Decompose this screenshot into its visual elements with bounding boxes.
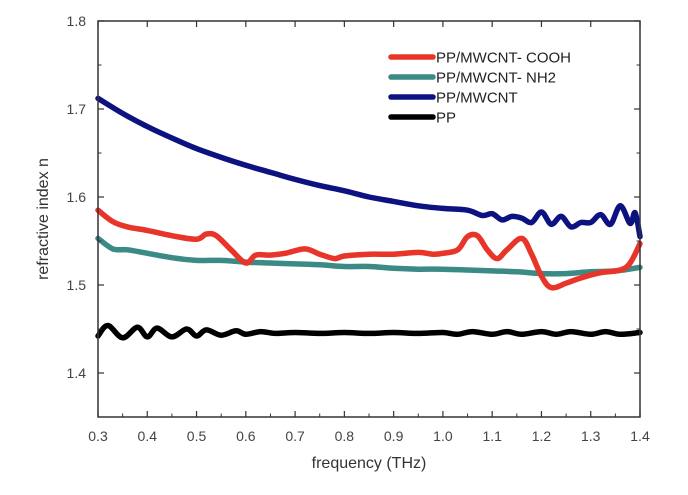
series-line-pp bbox=[95, 322, 643, 341]
x-tick-label: 0.4 bbox=[138, 428, 158, 444]
y-tick-label: 1.8 bbox=[67, 13, 87, 29]
x-tick-label: 1.2 bbox=[532, 428, 552, 444]
series-layer bbox=[95, 95, 643, 341]
x-tick-label: 0.7 bbox=[285, 428, 305, 444]
series-line-pp-mwcnt-nh2 bbox=[95, 235, 643, 277]
legend-label: PP/MWCNT- NH2 bbox=[436, 70, 556, 87]
legend-item: PP/MWCNT- NH2 bbox=[388, 70, 556, 87]
legend-label: PP bbox=[436, 110, 456, 127]
legend: PP/MWCNT- COOH PP/MWCNT- NH2 PP/MWCNT PP bbox=[388, 50, 571, 127]
series-line-pp-mwcnt bbox=[95, 95, 643, 240]
x-tick-label: 1.1 bbox=[482, 428, 502, 444]
x-axis-title: frequency (THz) bbox=[312, 455, 427, 472]
x-tick-label: 1.4 bbox=[630, 428, 650, 444]
x-tick-label: 1.0 bbox=[433, 428, 453, 444]
y-tick-label: 1.4 bbox=[67, 365, 87, 381]
y-tick-label: 1.7 bbox=[67, 101, 87, 117]
legend-item: PP/MWCNT bbox=[388, 90, 518, 107]
legend-label: PP/MWCNT bbox=[436, 90, 518, 107]
y-axis: 1.4 1.5 1.6 1.7 1.8 bbox=[67, 13, 640, 381]
x-tick-label: 0.9 bbox=[384, 428, 404, 444]
x-tick-label: 0.8 bbox=[335, 428, 355, 444]
legend-item: PP bbox=[388, 110, 456, 127]
y-axis-title: refractive index n bbox=[35, 158, 52, 280]
legend-label: PP/MWCNT- COOH bbox=[436, 50, 571, 67]
x-axis: 0.3 0.4 0.5 0.6 0.7 0.8 0.9 1.0 1.1 1.2 1.3 1.4 bbox=[88, 21, 650, 444]
x-tick-label: 0.3 bbox=[88, 428, 108, 444]
y-tick-label: 1.6 bbox=[67, 189, 87, 205]
y-tick-label: 1.5 bbox=[67, 277, 87, 293]
series-line-pp-mwcnt-cooh bbox=[95, 207, 643, 291]
x-tick-label: 0.5 bbox=[187, 428, 207, 444]
x-tick-label: 0.6 bbox=[236, 428, 256, 444]
x-tick-label: 1.3 bbox=[581, 428, 601, 444]
legend-item: PP/MWCNT- COOH bbox=[388, 50, 571, 67]
